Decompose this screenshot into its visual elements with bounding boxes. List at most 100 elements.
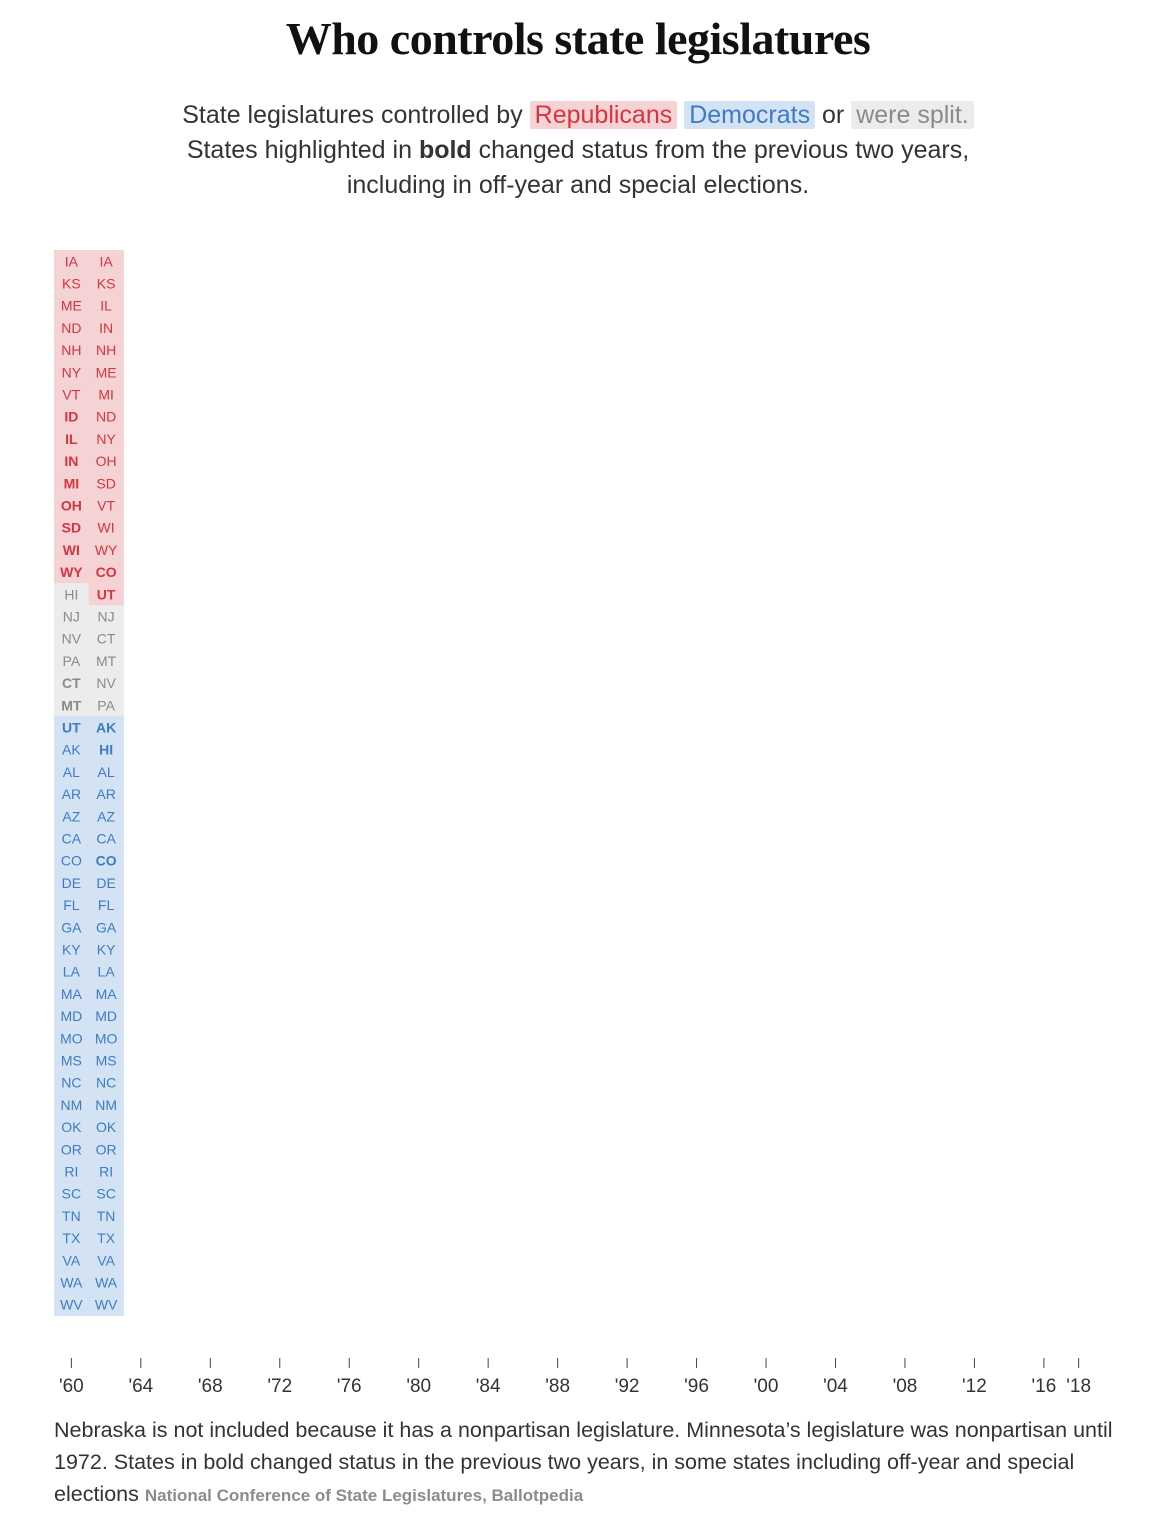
state-label: NY <box>62 364 82 380</box>
grid-cell <box>54 605 90 628</box>
subtitle-or: or <box>822 101 845 129</box>
grid-cell <box>54 294 90 317</box>
state-label: MO <box>60 1030 83 1046</box>
grid-cell <box>88 294 124 317</box>
legend-republicans: Republicans <box>529 101 678 129</box>
x-tick-label: '64 <box>128 1376 153 1397</box>
grid-cell <box>54 1071 90 1094</box>
grid-cell <box>88 893 124 917</box>
grid-cell <box>88 916 124 939</box>
grid-cell <box>54 361 90 384</box>
grid-cell <box>88 716 124 739</box>
state-label: FL <box>63 897 80 913</box>
state-label: NH <box>96 342 116 358</box>
state-label: AK <box>62 742 81 758</box>
grid-cell <box>88 605 124 628</box>
x-tick-label: '12 <box>962 1376 987 1397</box>
state-label: RI <box>99 1164 113 1180</box>
state-label: PA <box>63 653 81 669</box>
grid-cell <box>88 560 124 584</box>
state-label: HI <box>99 742 113 758</box>
grid-cell <box>88 982 124 1006</box>
state-label: CA <box>62 831 82 847</box>
state-label: KS <box>97 276 116 292</box>
state-label: HI <box>64 586 78 602</box>
grid-cell <box>54 827 90 850</box>
state-label: VT <box>97 498 115 514</box>
grid-cell <box>88 760 124 784</box>
state-label: IA <box>65 253 79 269</box>
x-tick-label: '00 <box>754 1376 779 1397</box>
state-label: CO <box>61 853 82 869</box>
state-label: SC <box>96 1186 115 1202</box>
state-label: ND <box>61 320 81 336</box>
grid-cell <box>54 916 90 939</box>
grid-cell <box>88 1226 124 1250</box>
grid-cell <box>54 694 90 717</box>
grid-cell <box>88 1160 124 1183</box>
state-label: AL <box>63 764 80 780</box>
x-tick-label: '68 <box>198 1376 223 1397</box>
grid-cell <box>54 671 90 695</box>
subtitle-line-2: States highlighted in bold changed statu… <box>0 133 1156 168</box>
state-label: NH <box>61 342 81 358</box>
state-label: ID <box>64 409 78 425</box>
subtitle-line-1: State legislatures controlled by Republi… <box>0 98 1156 133</box>
state-label: WY <box>95 542 118 558</box>
grid-cell <box>88 627 124 650</box>
state-label: MI <box>98 387 114 403</box>
state-label: OK <box>96 1119 117 1135</box>
state-label: GA <box>96 919 117 935</box>
grid-cell <box>54 316 90 340</box>
x-tick-label: '84 <box>476 1376 501 1397</box>
grid-cell <box>54 782 90 806</box>
grid-cell <box>54 960 90 983</box>
grid-cell <box>54 1115 90 1139</box>
x-tick-label: '96 <box>684 1376 709 1397</box>
state-label: NV <box>62 631 82 647</box>
subtitle-line2-post: changed status from the previous two yea… <box>478 136 970 164</box>
grid-cell <box>88 1115 124 1139</box>
state-label: ME <box>96 364 117 380</box>
x-tick-label: '80 <box>406 1376 431 1397</box>
state-label: IA <box>99 253 113 269</box>
grid-cell <box>54 494 90 517</box>
grid-cell <box>88 1293 124 1316</box>
grid-cell <box>54 560 90 584</box>
state-label: TN <box>97 1208 116 1224</box>
grid-cell <box>88 272 124 295</box>
state-label: WA <box>95 1275 118 1291</box>
state-label: TN <box>62 1208 81 1224</box>
state-label: RI <box>64 1164 78 1180</box>
grid-cell <box>88 671 124 695</box>
state-label: WV <box>95 1297 118 1313</box>
state-label: NC <box>61 1075 81 1091</box>
state-label: OR <box>61 1141 82 1157</box>
grid-cell <box>88 1204 124 1228</box>
grid-cell <box>54 1138 90 1161</box>
subtitle-bold-word: bold <box>418 136 472 164</box>
grid-cell <box>88 649 124 673</box>
grid-cell <box>88 782 124 806</box>
grid-cell <box>54 1204 90 1228</box>
grid-cell <box>88 449 124 473</box>
grid-cell <box>54 583 90 606</box>
x-tick-label: '88 <box>545 1376 570 1397</box>
grid-cell <box>54 383 90 406</box>
grid-cell <box>54 405 90 428</box>
state-label: MA <box>96 986 118 1002</box>
state-label: OH <box>61 498 82 514</box>
state-label: GA <box>61 919 82 935</box>
state-label: SD <box>62 520 81 536</box>
state-label: AR <box>62 786 81 802</box>
state-label: IN <box>99 320 113 336</box>
state-label: CO <box>96 853 117 869</box>
grid-cell <box>54 716 90 739</box>
state-label: NC <box>96 1075 116 1091</box>
subtitle-prefix: State legislatures controlled by <box>182 101 523 129</box>
grid-cell <box>54 760 90 784</box>
state-label: NM <box>60 1097 82 1113</box>
grid-cell <box>54 1004 90 1028</box>
x-tick-label: '04 <box>823 1376 848 1397</box>
state-label: WV <box>60 1297 83 1313</box>
